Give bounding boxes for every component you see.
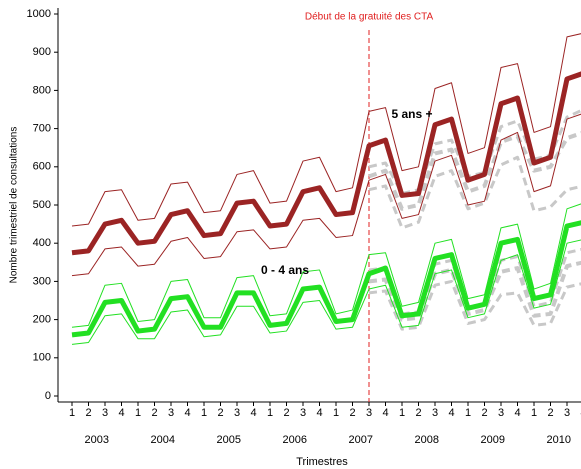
- x-tick-label: 1: [333, 407, 339, 419]
- series-line: [368, 260, 581, 322]
- y-tick-label: 1000: [27, 8, 51, 20]
- x-tick-label: 4: [184, 407, 190, 419]
- x-tick-label: 3: [300, 407, 306, 419]
- series-line: [71, 203, 581, 328]
- y-axis-label: Nombre trimestriel de consultations: [9, 127, 20, 284]
- year-label: 2005: [217, 434, 241, 446]
- x-tick-label: 4: [316, 407, 322, 419]
- x-tick-label: 3: [168, 407, 174, 419]
- y-tick-label: 500: [33, 199, 51, 211]
- series-line: [71, 113, 581, 277]
- series-line: [368, 131, 581, 211]
- x-axis-label: Trimestres: [296, 456, 348, 468]
- y-tick-label: 600: [33, 161, 51, 173]
- series-line: [71, 220, 581, 338]
- x-tick-label: 2: [415, 407, 421, 419]
- x-tick-label: 3: [234, 407, 240, 419]
- y-tick-label: 700: [33, 123, 51, 135]
- x-tick-label: 2: [217, 407, 223, 419]
- series-label: 5 ans +: [391, 107, 432, 121]
- x-tick-label: 4: [250, 407, 256, 419]
- x-tick-label: 4: [514, 407, 520, 419]
- x-tick-label: 1: [531, 407, 537, 419]
- year-label: 2003: [85, 434, 109, 446]
- x-tick-label: 2: [481, 407, 487, 419]
- x-tick-label: 4: [382, 407, 388, 419]
- x-tick-label: 1: [267, 407, 273, 419]
- y-tick-label: 0: [45, 390, 51, 402]
- y-tick-label: 400: [33, 237, 51, 249]
- year-label: 2009: [481, 434, 505, 446]
- x-tick-label: 3: [432, 407, 438, 419]
- x-tick-label: 1: [201, 407, 207, 419]
- x-tick-label: 3: [564, 407, 570, 419]
- y-tick-label: 900: [33, 46, 51, 58]
- annotation: Début de la gratuité des CTA: [305, 12, 434, 23]
- year-label: 2007: [349, 434, 373, 446]
- series-line: [71, 239, 581, 345]
- x-tick-label: 1: [465, 407, 471, 419]
- series-line: [71, 33, 581, 227]
- x-tick-label: 2: [85, 407, 91, 419]
- x-tick-label: 4: [448, 407, 454, 419]
- y-tick-label: 100: [33, 352, 51, 364]
- x-tick-label: 3: [366, 407, 372, 419]
- series-label: 0 - 4 ans: [261, 263, 309, 277]
- x-tick-label: 3: [498, 407, 504, 419]
- y-tick-label: 800: [33, 84, 51, 96]
- x-tick-label: 4: [118, 407, 124, 419]
- y-tick-label: 300: [33, 275, 51, 287]
- x-tick-label: 2: [547, 407, 553, 419]
- series-line: [368, 155, 581, 230]
- y-tick-label: 200: [33, 314, 51, 326]
- x-tick-label: 3: [102, 407, 108, 419]
- x-tick-label: 1: [69, 407, 75, 419]
- x-tick-label: 2: [349, 407, 355, 419]
- x-tick-label: 1: [399, 407, 405, 419]
- series-line: [71, 71, 581, 256]
- x-tick-label: 1: [135, 407, 141, 419]
- year-label: 2010: [547, 434, 571, 446]
- x-tick-label: 2: [283, 407, 289, 419]
- year-label: 2006: [283, 434, 307, 446]
- year-label: 2008: [415, 434, 439, 446]
- x-tick-label: 2: [151, 407, 157, 419]
- year-label: 2004: [151, 434, 175, 446]
